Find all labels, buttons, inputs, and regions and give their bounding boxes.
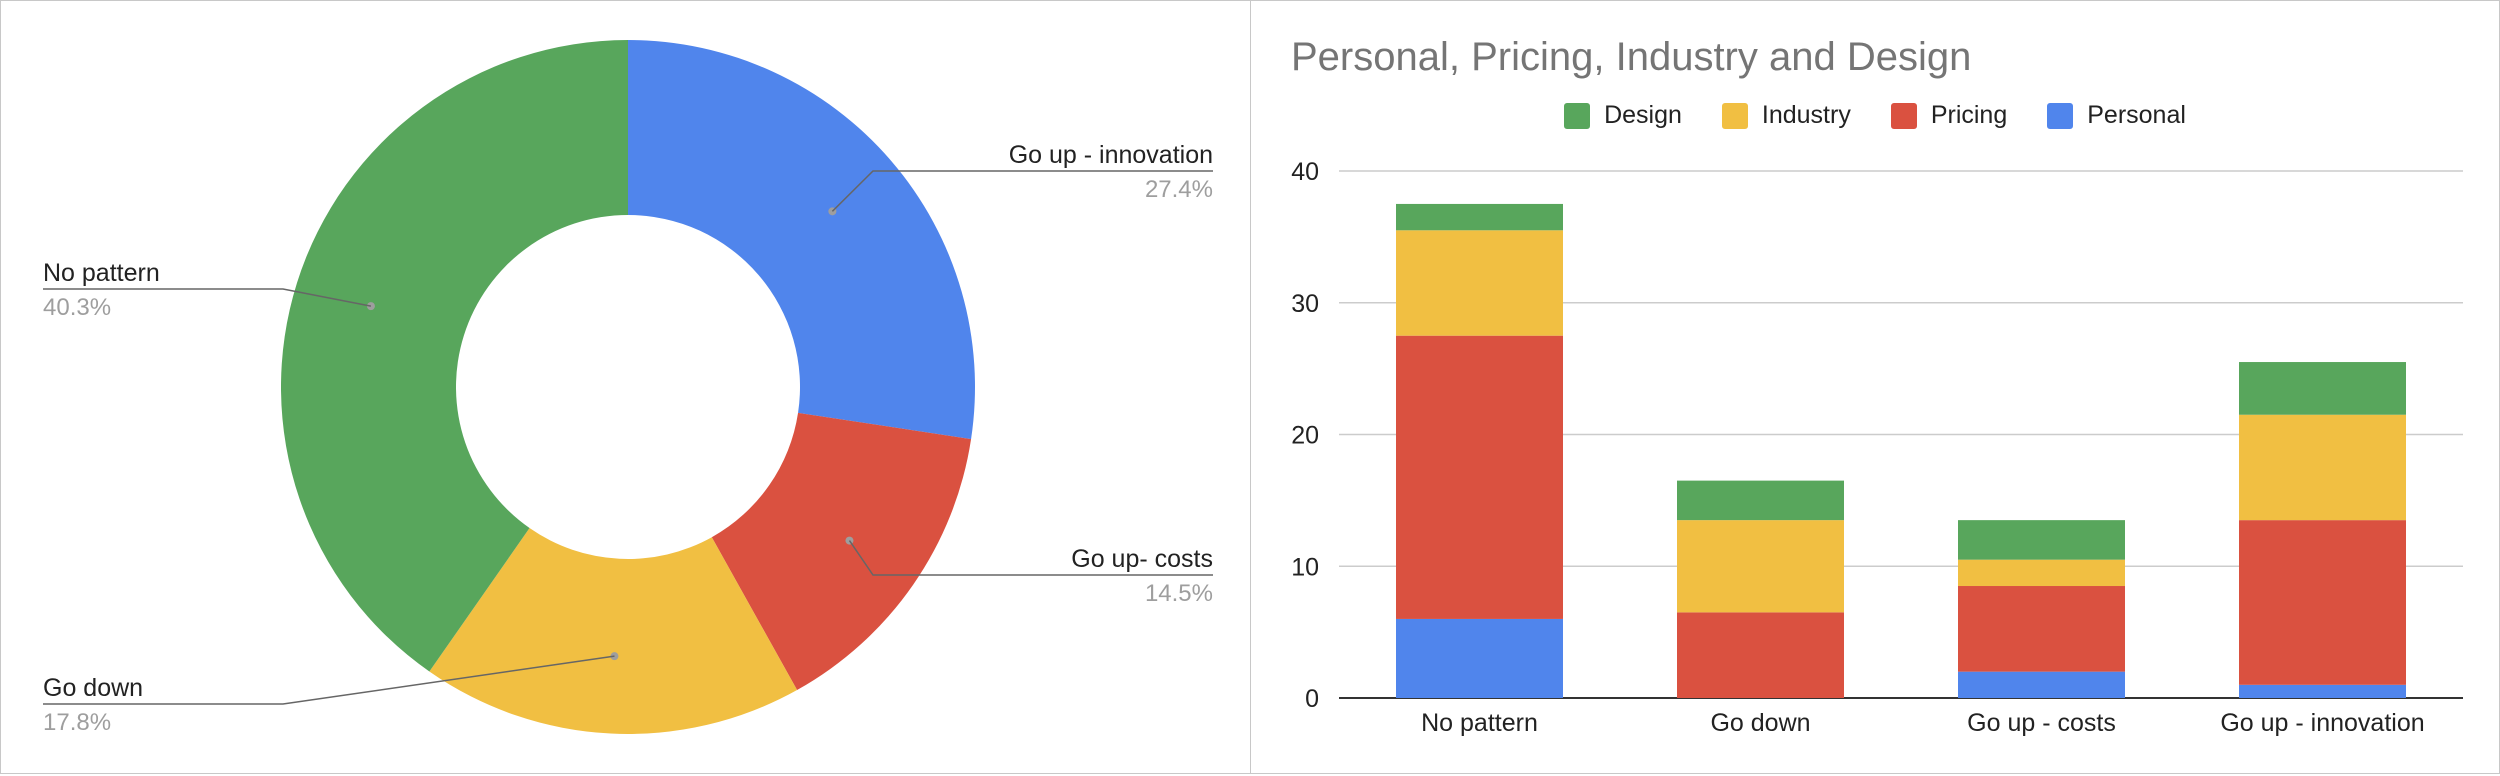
slice-percent: 14.5%: [1145, 580, 1213, 607]
legend-swatch: [1564, 102, 1591, 129]
leader-line: [848, 540, 1213, 576]
legend-swatch: [2047, 102, 2074, 129]
x-tick-label: No pattern: [1421, 709, 1538, 737]
donut-slice: [281, 40, 628, 672]
y-tick-label: 10: [1291, 553, 1319, 581]
donut-chart: Go up - innovation 27.4% Go up- costs 14.5%…: [43, 40, 1213, 736]
bar-segment: [1958, 559, 2125, 587]
slice-label: Go down: [43, 674, 143, 702]
bar-segment: [1958, 586, 2125, 672]
bar-segment: [1396, 618, 1563, 698]
bar-segment: [1958, 671, 2125, 698]
legend-item: Personal: [2047, 101, 2186, 130]
leader-line: [43, 288, 372, 307]
bar-segment: [2239, 520, 2406, 685]
bar-chart-panel: Personal, Pricing, Industry and Design D…: [1250, 0, 2500, 774]
bar-segment: [1677, 520, 1844, 613]
donut-chart-panel: Go up - innovation 27.4% Go up- costs 14.5%…: [0, 0, 1251, 774]
leader-line: [43, 655, 615, 705]
legend-label: Design: [1604, 101, 1682, 129]
y-tick-label: 0: [1305, 685, 1319, 713]
legend-swatch: [1721, 102, 1748, 129]
donut-slice: [711, 412, 972, 691]
leader-line: [831, 170, 1213, 212]
bar-segment: [1396, 335, 1563, 619]
legend-item: Pricing: [1890, 101, 2008, 130]
legend-label: Industry: [1761, 101, 1851, 129]
bar-segment: [2239, 684, 2406, 698]
bar-segment: [1677, 480, 1844, 521]
y-tick-label: 20: [1291, 422, 1319, 450]
donut-slice: [429, 528, 798, 734]
chart-title: Personal, Pricing, Industry and Design: [1291, 35, 1972, 79]
legend-swatch: [1890, 102, 1917, 129]
chart-legend: Design Industry Pricing Personal: [1251, 101, 2499, 130]
y-tick-label: 40: [1291, 158, 1319, 186]
bar-segment: [1958, 520, 2125, 560]
slice-label: No pattern: [43, 259, 160, 287]
slice-percent: 27.4%: [1145, 176, 1213, 203]
x-tick-label: Go down: [1710, 709, 1810, 737]
slice-label: Go up- costs: [1071, 545, 1213, 573]
slice-percent: 40.3%: [43, 294, 111, 321]
legend-item: Industry: [1721, 101, 1851, 130]
bar-segment: [1396, 203, 1563, 231]
bar-segment: [2239, 414, 2406, 521]
legend-item: Design: [1564, 101, 1682, 130]
bar-segment: [1396, 230, 1563, 336]
x-tick-label: Go up - innovation: [2220, 709, 2424, 737]
legend-label: Personal: [2087, 101, 2186, 129]
legend-label: Pricing: [1930, 101, 2008, 129]
slice-percent: 17.8%: [43, 709, 111, 736]
donut-slice: [628, 40, 975, 440]
slice-label: Go up - innovation: [1009, 141, 1213, 169]
bar-segment: [1677, 612, 1844, 698]
bar-segment: [2239, 362, 2406, 415]
stacked-bar-chart: 0 10 20 30 40 No pattern Go down Go up - costs G…: [1291, 158, 2463, 737]
x-tick-label: Go up - costs: [1967, 709, 2116, 737]
y-tick-label: 30: [1291, 290, 1319, 318]
